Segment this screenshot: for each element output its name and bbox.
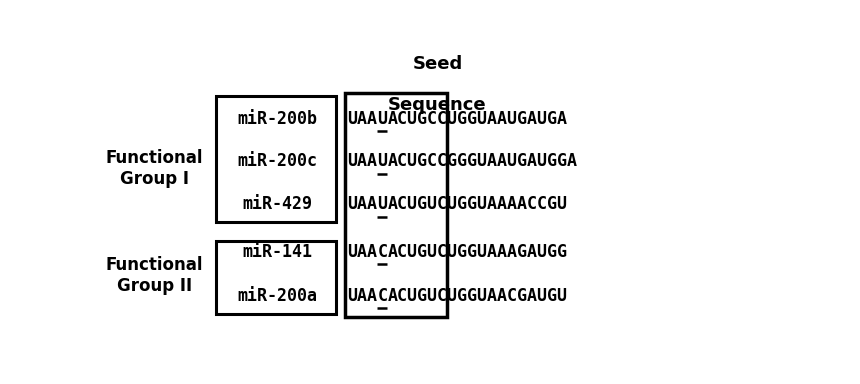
Text: miR-200b: miR-200b	[237, 109, 317, 127]
Text: UAA: UAA	[347, 243, 378, 261]
Text: Seed: Seed	[412, 55, 463, 73]
Text: ACUGCCUGGUAAUGAUGA: ACUGCCUGGUAAUGAUGA	[388, 109, 568, 127]
Bar	[216, 241, 336, 314]
Text: Functional
Group II: Functional Group II	[106, 256, 203, 295]
Text: U: U	[378, 109, 388, 127]
Text: Functional
Group I: Functional Group I	[106, 149, 203, 188]
Text: UAA: UAA	[347, 152, 378, 170]
Text: UAA: UAA	[347, 287, 378, 305]
Text: ACUGUCUGGUAAAGAUGG: ACUGUCUGGUAAAGAUGG	[388, 243, 568, 261]
Text: U: U	[378, 152, 388, 170]
Text: C: C	[378, 287, 388, 305]
Text: UAA: UAA	[347, 195, 378, 213]
Text: U: U	[378, 195, 388, 213]
Text: miR-200a: miR-200a	[237, 287, 317, 305]
Text: UAA: UAA	[347, 109, 378, 127]
Text: miR-200c: miR-200c	[237, 152, 317, 170]
Text: C: C	[378, 243, 388, 261]
Text: miR-141: miR-141	[243, 243, 312, 261]
Text: ACUGCCGGGUAAUGAUGGA: ACUGCCGGGUAAUGAUGGA	[388, 152, 577, 170]
Text: Sequence: Sequence	[388, 96, 487, 114]
Text: ACUGUCUGGUAACGAUGU: ACUGUCUGGUAACGAUGU	[388, 287, 568, 305]
Text: ACUGUCUGGUAAAACCGU: ACUGUCUGGUAAAACCGU	[388, 195, 568, 213]
Bar	[216, 96, 336, 222]
Text: miR-429: miR-429	[243, 195, 312, 213]
Bar	[346, 93, 446, 317]
